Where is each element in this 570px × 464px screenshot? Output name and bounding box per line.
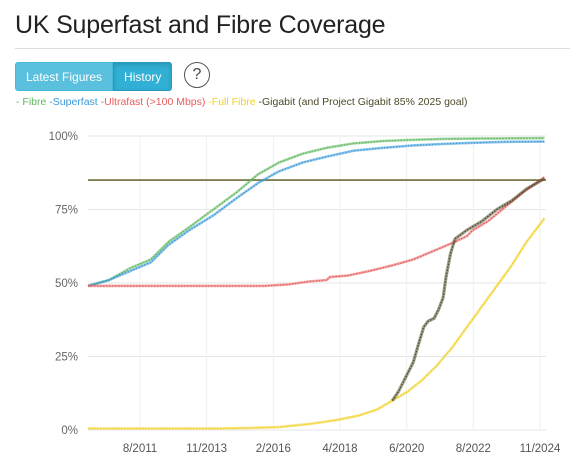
series-line-fibre-dots [87,137,545,287]
series-line-full-fibre-dots [88,217,545,430]
y-tick-label: 0% [61,425,78,437]
x-tick-label: 11/2013 [186,443,227,455]
page-title: UK Superfast and Fibre Coverage [15,11,386,39]
y-tick-label: 25% [55,352,78,364]
x-tick-label: 8/2022 [456,443,491,455]
x-tick-label: 4/2018 [322,443,357,455]
x-tick-label: 11/2024 [520,443,561,455]
series-line-full-fibre [88,217,546,430]
legend-gigabit: -Gigabit (and Project Gigabit 85% 2025 g… [258,96,468,108]
series-line-superfast [87,140,545,288]
y-tick-label: 100% [49,131,78,143]
latest-figures-button[interactable]: Latest Figures [15,62,114,91]
series-line-ultrafast-dots [88,176,545,287]
series-line-gigabit-dots [391,178,545,401]
series-line-superfast-dots [87,141,545,287]
legend-ultrafast: -Ultrafast (>100 Mbps) [100,96,209,108]
legend-superfast: -Superfast [49,96,101,108]
series-line-gigabit [390,177,546,402]
y-tick-label: 75% [55,205,78,217]
y-tick-label: 50% [55,278,78,290]
legend-full-fibre: -Full Fibre [208,96,259,108]
series-line-ultrafast [88,176,546,288]
x-tick-label: 2/2016 [256,443,291,455]
x-tick-label: 8/2011 [123,443,157,455]
x-tick-label: 6/2020 [389,443,424,455]
view-toggle-group: Latest Figures History [15,62,173,91]
legend-fibre: - Fibre [16,96,50,108]
title-divider [15,48,570,49]
history-button[interactable]: History [113,62,173,91]
help-icon[interactable]: ? [184,62,210,88]
chart-legend: - Fibre -Superfast -Ultrafast (>100 Mbps… [16,96,467,108]
